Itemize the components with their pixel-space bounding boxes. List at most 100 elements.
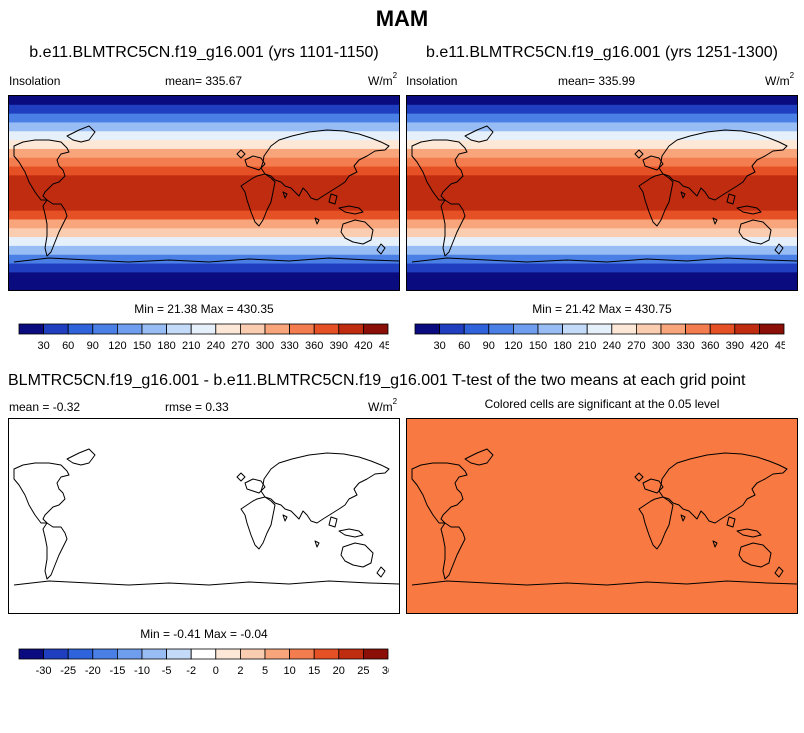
panel2-colorbar-swatch xyxy=(463,323,490,335)
panel2-band xyxy=(407,193,797,203)
panel2-colorbar-tick-label: 420 xyxy=(750,340,768,352)
panel2-band xyxy=(407,272,797,282)
panel1-title: b.e11.BLMTRC5CN.f19_g16.001 (yrs 1101-11… xyxy=(29,44,379,61)
panel3-colorbar-tick-label: -10 xyxy=(134,665,150,677)
panel2-colorbar-tick-label: 60 xyxy=(458,340,470,352)
panel3-title: BLMTRC5CN.f19_g16.001 - b.e11.BLMTRC5CN.… xyxy=(8,372,448,389)
panel4-coastline xyxy=(464,448,494,466)
panel3-colorbar-swatch xyxy=(141,648,168,660)
panel1-colorbar-tick-label: 180 xyxy=(157,340,175,352)
panel3-colorbar-tick-label: -20 xyxy=(85,665,101,677)
panel3-colorbar-tick-label: 10 xyxy=(283,665,295,677)
panel2-units: W/m2 xyxy=(765,71,795,88)
panel1-band xyxy=(9,166,399,176)
panel1-colorbar-swatch xyxy=(166,323,192,335)
panel3-coastline xyxy=(244,478,266,494)
panel1-map-svg xyxy=(9,96,399,290)
panel2-units-base: W/m xyxy=(765,74,790,88)
panel2-band xyxy=(407,140,797,150)
panel1-band xyxy=(9,122,399,132)
panel1-colorbar-swatch xyxy=(190,323,217,335)
panel3-colorbar-svg: -30-25-20-15-10-5-20251015202530 xyxy=(18,648,394,677)
panel2-colorbar-swatch xyxy=(513,323,539,335)
panel1-colorbar: 30 60 90 120 150 180 210 240 270 300 330 360 390 420 4… xyxy=(18,323,397,358)
panel4-map xyxy=(406,418,798,614)
panel2-band xyxy=(407,157,797,168)
panel1-band xyxy=(9,281,399,290)
panel1-colorbar-svg: 30 60 90 120 150 180 210 240 270 300 330 360 390 420 4… xyxy=(18,323,397,352)
panel3-diff-field xyxy=(9,419,399,613)
panel2-band xyxy=(407,175,797,185)
panel2-colorbar-swatch xyxy=(660,323,687,335)
panel2-colorbar-svg: 30 60 90 120 150 180 210 240 270 300 330 360 390 420 4… xyxy=(414,323,793,352)
panel2-band xyxy=(407,184,797,194)
panel3-minmax: Min = -0.41 Max = -0.04 xyxy=(140,627,268,641)
panel3-colorbar-tick-label: 30 xyxy=(382,665,389,677)
panel1-colorbar-tick-label: 120 xyxy=(108,340,126,352)
panel2-band xyxy=(407,219,797,229)
panel3-colorbar-swatch xyxy=(264,648,291,660)
panel2-colorbar-swatch xyxy=(439,323,465,335)
figure-title: MAM xyxy=(375,6,429,31)
panel2-band xyxy=(407,96,797,106)
panel1-band xyxy=(9,175,399,185)
panel2-units-exp: 2 xyxy=(789,71,795,80)
panel1-band xyxy=(9,131,399,141)
panel3-colorbar-swatch xyxy=(215,648,241,660)
panel1-units-base: W/m xyxy=(368,74,393,88)
panel1-units-exp: 2 xyxy=(392,71,398,80)
panel2-colorbar-tick-label: 120 xyxy=(504,340,522,352)
panel2-colorbar-tick-label: 150 xyxy=(529,340,547,352)
panel1-band xyxy=(9,228,399,238)
panel3-colorbar-tick-label: -30 xyxy=(36,665,52,677)
panel3-colorbar-tick-label: 25 xyxy=(357,665,369,677)
panel2-colorbar-tick-label: 450 xyxy=(775,340,785,352)
panel1-band xyxy=(9,96,399,106)
panel1-band xyxy=(9,184,399,194)
panel2-colorbar-swatch xyxy=(414,323,441,335)
panel3-colorbar-tick-label: -15 xyxy=(109,665,125,677)
panel2-band xyxy=(407,201,797,212)
panel1-colorbar-tick-label: 330 xyxy=(280,340,298,352)
panel1-colorbar-tick-label: 360 xyxy=(305,340,323,352)
panel1-colorbar-swatch xyxy=(215,323,241,335)
panel3-colorbar-swatch xyxy=(117,648,143,660)
panel2-coastline xyxy=(712,217,718,225)
panel1-colorbar-tick-label: 240 xyxy=(207,340,225,352)
panel1-colorbar-tick-label: 30 xyxy=(37,340,49,352)
panel1-colorbar-tick-label: 300 xyxy=(256,340,274,352)
panel3-coastline xyxy=(42,522,68,580)
panel2-coastline xyxy=(736,205,762,215)
panel1-mean: mean= 335.67 xyxy=(165,74,243,88)
panel1-band xyxy=(9,272,399,282)
panel1-variable: Insolation xyxy=(9,74,61,88)
panel1-minmax: Min = 21.38 Max = 430.35 xyxy=(134,302,274,316)
panel3-map xyxy=(8,418,400,614)
panel2-colorbar-swatch xyxy=(537,323,564,335)
panel3-colorbar-tick-label: 15 xyxy=(308,665,320,677)
panel4-map-svg xyxy=(407,419,797,613)
panel1-band xyxy=(9,237,399,247)
panel2-coastline xyxy=(440,199,466,257)
panel2-colorbar-swatch xyxy=(685,323,711,335)
panel1-coastline xyxy=(340,219,374,245)
panel2-band xyxy=(407,104,797,115)
panel2-coastline xyxy=(774,243,784,255)
panel1-band xyxy=(9,201,399,212)
panel1-colorbar-tick-label: 150 xyxy=(133,340,151,352)
panel2-colorbar-tick-label: 210 xyxy=(578,340,596,352)
panel3-colorbar-swatch xyxy=(166,648,192,660)
panel3-colorbar-tick-label: 2 xyxy=(237,665,243,677)
panel1-band xyxy=(9,157,399,168)
panel1-colorbar-swatch xyxy=(289,323,315,335)
panel1-band xyxy=(9,263,399,273)
panel2-coastline xyxy=(658,129,788,201)
panel3-colorbar-tick-label: 0 xyxy=(213,665,219,677)
panel2-colorbar-tick-label: 360 xyxy=(701,340,719,352)
panel4-significance-fill xyxy=(407,419,797,613)
panel3-colorbar-swatch xyxy=(313,648,340,660)
panel2-colorbar-swatch xyxy=(709,323,736,335)
panel2-coastline xyxy=(638,173,674,227)
panel4-subtitle: Colored cells are significant at the 0.0… xyxy=(484,397,720,411)
panel2-band xyxy=(407,263,797,273)
